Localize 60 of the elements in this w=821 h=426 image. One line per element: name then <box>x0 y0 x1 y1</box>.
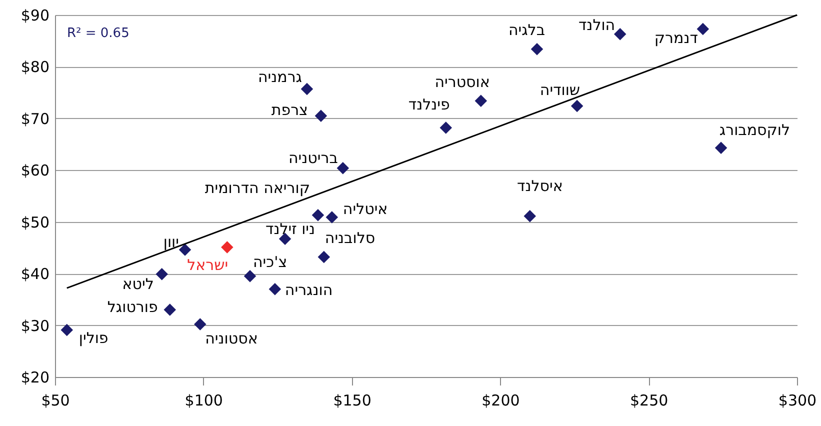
y-tick-label: $30 <box>20 316 50 335</box>
annotation: יוון <box>163 232 179 251</box>
annotation: קוריאה הדרומית <box>204 179 310 198</box>
point <box>178 244 192 256</box>
point <box>268 282 282 296</box>
x-tick-label: $300 <box>778 392 817 410</box>
point <box>156 268 168 280</box>
point <box>440 122 452 134</box>
annotation: גרמניה <box>258 68 302 86</box>
point <box>326 211 338 224</box>
x-tick-label: $100 <box>184 392 223 410</box>
point <box>614 28 626 40</box>
point <box>60 324 73 336</box>
y-tick-label: $20 <box>20 368 50 386</box>
annotation: ישראל <box>187 256 228 274</box>
point <box>336 162 350 174</box>
annotation: הולנד <box>578 16 616 34</box>
annotation: צ'כיה <box>253 253 288 272</box>
point <box>164 304 176 316</box>
annotation: לוקסמבורג <box>719 120 790 139</box>
annotation: איטליה <box>342 200 388 218</box>
point <box>570 100 584 112</box>
annotation: ליטא <box>122 275 154 294</box>
annotation: צרפת <box>271 100 308 119</box>
point <box>318 250 330 264</box>
x-tick-label: $250 <box>630 392 668 410</box>
annotation: פורטוגל <box>107 298 158 316</box>
y-tick-label: $90 <box>20 6 50 24</box>
y-tick-label: $70 <box>20 110 50 128</box>
x-tick-label: $50 <box>41 392 70 410</box>
point <box>194 318 206 330</box>
point <box>530 43 544 56</box>
point <box>696 22 710 36</box>
point <box>474 94 488 107</box>
x-tick-label: $150 <box>333 392 372 410</box>
point <box>221 241 234 254</box>
point <box>714 142 728 154</box>
annotation: R² = 0.65 <box>67 26 130 41</box>
x-tick-label: $200 <box>482 392 520 410</box>
point <box>244 270 256 282</box>
point <box>300 82 314 96</box>
annotation: פינלנד <box>408 96 450 114</box>
y-tick-label: $40 <box>20 265 50 284</box>
point <box>524 210 536 222</box>
annotation: אסטוניה <box>205 329 258 348</box>
annotation: בריטניה <box>288 149 338 168</box>
y-tick-label: $80 <box>20 58 50 76</box>
y-tick-label: $50 <box>20 213 50 232</box>
annotation: דנמרק <box>654 28 698 47</box>
annotation: ניו זילנד <box>266 220 316 238</box>
annotation: פולין <box>78 328 108 347</box>
annotation: איסלנד <box>517 177 563 196</box>
annotation: הונגריה <box>284 281 333 300</box>
annotation: שוודיה <box>540 81 580 100</box>
point <box>312 209 324 222</box>
annotation: בלגיה <box>508 21 546 40</box>
annotation: אוסטריה <box>434 72 490 91</box>
y-tick-label: $60 <box>20 162 50 180</box>
annotation: סלובניה <box>324 229 376 248</box>
point <box>314 110 328 122</box>
